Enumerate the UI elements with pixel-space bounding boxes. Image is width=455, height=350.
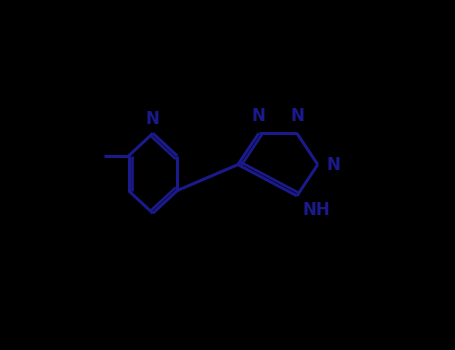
Text: N: N [326, 156, 340, 174]
Text: N: N [290, 107, 304, 125]
Text: NH: NH [302, 201, 330, 219]
Text: N: N [252, 107, 266, 125]
Text: N: N [146, 110, 160, 128]
